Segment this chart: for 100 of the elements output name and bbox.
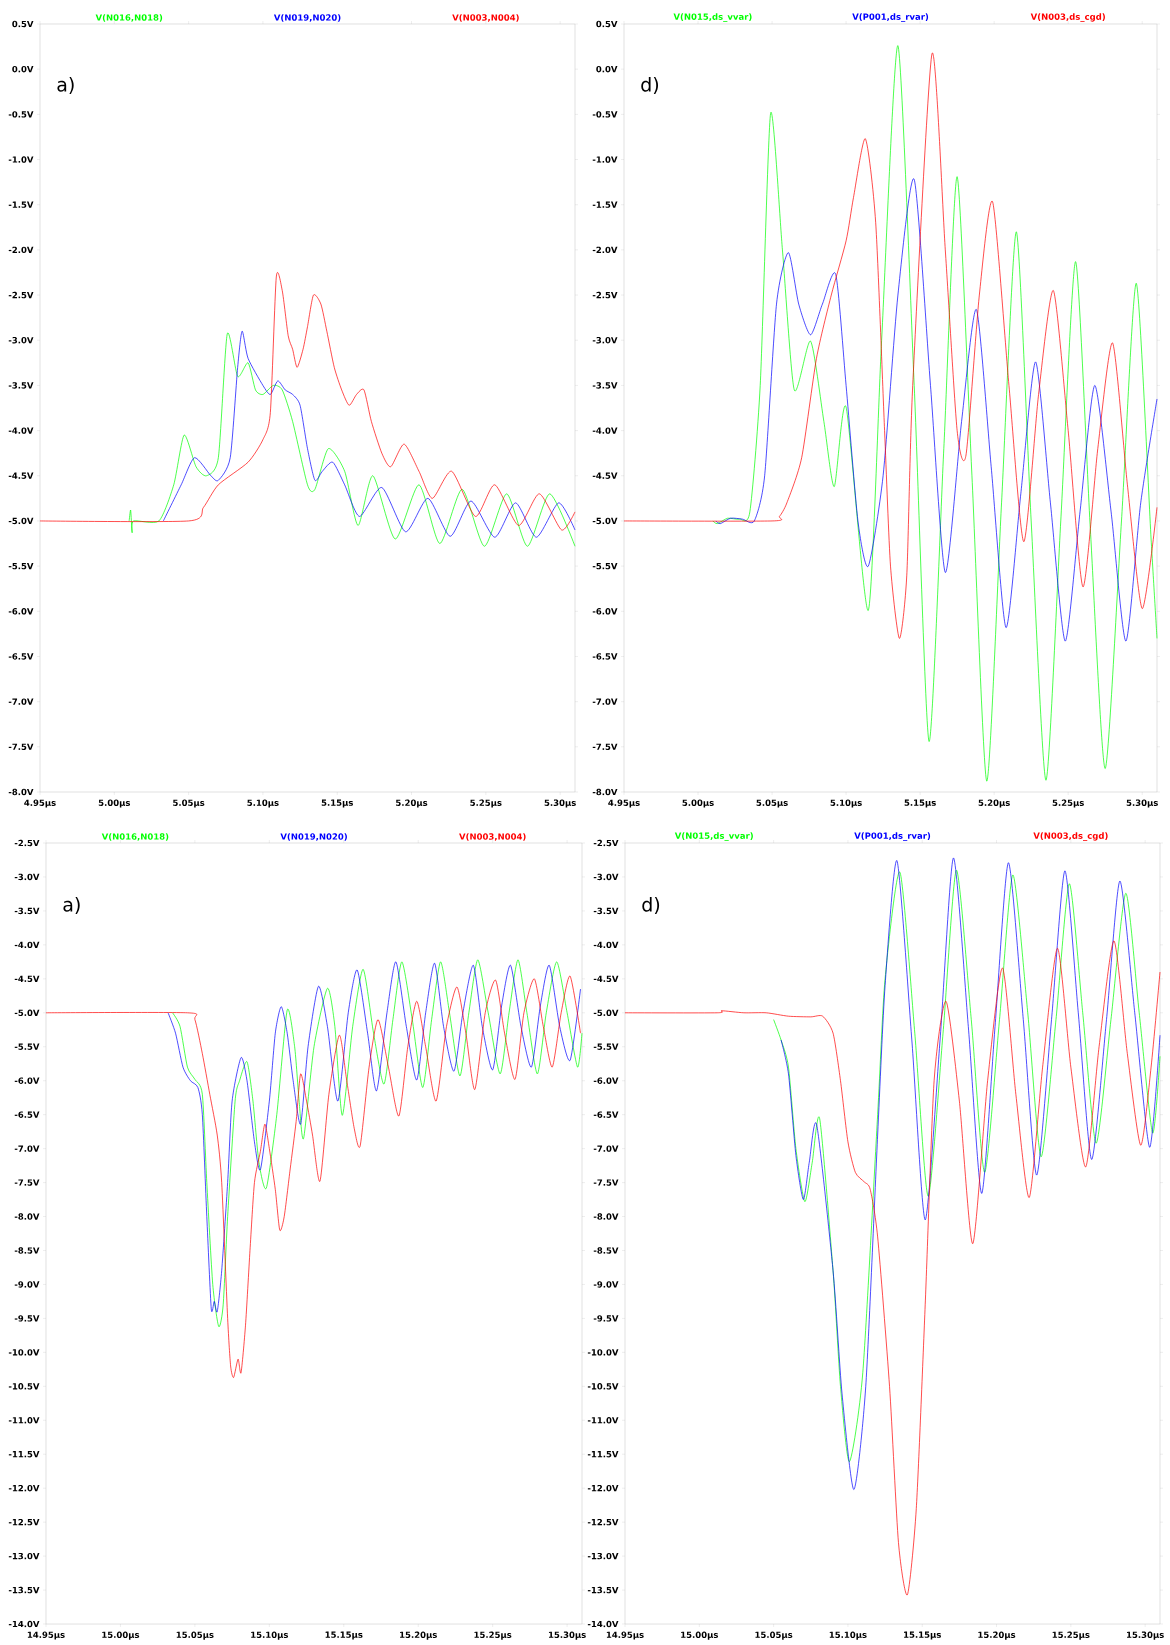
x-tick-label: 5.00µs bbox=[98, 799, 131, 808]
text: V(N003,ds_cgd) bbox=[1033, 832, 1108, 841]
y-tick-label: -4.0V bbox=[14, 941, 40, 949]
text: V(N019,N020) bbox=[273, 14, 341, 22]
text: V(P001,ds_rvar) bbox=[854, 832, 931, 841]
y-tick-label: -6.0V bbox=[8, 608, 34, 615]
y-tick-label: -6.5V bbox=[592, 653, 618, 660]
y-tick-label: -3.5V bbox=[14, 907, 40, 915]
x-tick-label: 4.95µs bbox=[608, 799, 640, 808]
y-tick-label: -5.0V bbox=[8, 517, 34, 525]
y-tick-label: -9.0V bbox=[14, 1281, 40, 1288]
line-series bbox=[715, 179, 1158, 642]
text: V(N003,N004) bbox=[452, 14, 519, 22]
y-tick-label: -9.5V bbox=[593, 1315, 619, 1322]
y-tick-label: -3.0V bbox=[592, 337, 618, 344]
y-tick-label: -7.5V bbox=[592, 743, 618, 750]
annotation: d) bbox=[641, 76, 659, 94]
x-tick-label: 5.10µs bbox=[247, 799, 279, 808]
y-tick-label: -7.0V bbox=[592, 698, 618, 705]
y-tick-label: -12.5V bbox=[8, 1518, 40, 1526]
annotation: d) bbox=[642, 897, 660, 914]
x-tick-label: 15.00µs bbox=[681, 1631, 719, 1640]
y-tick-label: -14.0V bbox=[587, 1620, 619, 1628]
y-tick-label: -7.0V bbox=[14, 1145, 40, 1152]
y-tick-label: -10.5V bbox=[8, 1383, 40, 1390]
y-tick-label: -2.5V bbox=[8, 291, 34, 299]
text: V(N003,N004) bbox=[459, 833, 526, 841]
y-tick-label: -9.5V bbox=[14, 1315, 40, 1322]
y-tick-label: -11.5V bbox=[587, 1451, 619, 1458]
line-series bbox=[45, 975, 581, 1378]
y-tick-label: -8.5V bbox=[593, 1247, 619, 1254]
x-tick-label: 15.20µs bbox=[978, 1631, 1016, 1640]
x-tick-label: 5.05µs bbox=[173, 799, 205, 808]
y-tick-label: -3.0V bbox=[8, 337, 34, 344]
x-tick-label: 15.30µs bbox=[1127, 1631, 1164, 1640]
y-tick-label: -9.0V bbox=[593, 1281, 619, 1288]
y-tick-label: -5.5V bbox=[592, 562, 618, 570]
y-tick-label: -2.5V bbox=[592, 291, 618, 299]
y-tick-label: -12.0V bbox=[8, 1484, 40, 1492]
y-tick-label: -11.0V bbox=[8, 1417, 40, 1424]
x-tick-label: 5.10µs bbox=[830, 799, 862, 808]
y-tick-label: 0.5V bbox=[596, 20, 618, 28]
y-tick-label: -1.5V bbox=[8, 201, 34, 208]
x-tick-label: 15.25µs bbox=[474, 1631, 512, 1640]
y-tick-label: -4.0V bbox=[592, 427, 618, 434]
x-tick-label: 14.95µs bbox=[27, 1631, 65, 1640]
x-tick-label: 15.15µs bbox=[904, 1631, 941, 1640]
y-tick-label: -11.0V bbox=[587, 1417, 619, 1424]
y-tick-label: -5.5V bbox=[593, 1043, 619, 1050]
y-tick-label: -7.0V bbox=[593, 1145, 619, 1152]
y-tick-label: -6.0V bbox=[14, 1077, 40, 1084]
x-tick-label: 15.25µs bbox=[1052, 1631, 1090, 1640]
y-tick-label: -13.5V bbox=[8, 1586, 40, 1594]
line-series bbox=[624, 940, 1161, 1596]
y-tick-label: -8.0V bbox=[592, 788, 618, 796]
x-tick-label: 15.00µs bbox=[102, 1631, 140, 1640]
y-tick-label: -2.0V bbox=[8, 246, 34, 254]
annotation: a) bbox=[57, 76, 74, 94]
text: V(N015,ds_vvar) bbox=[673, 13, 752, 22]
x-tick-label: 4.95µs bbox=[24, 799, 56, 808]
line-series bbox=[623, 53, 1158, 639]
y-tick-label: -8.0V bbox=[8, 788, 34, 796]
y-tick-label: -4.5V bbox=[14, 975, 40, 982]
x-tick-label: 5.05µs bbox=[756, 799, 788, 808]
x-tick-label: 15.05µs bbox=[755, 1631, 793, 1640]
y-tick-label: -6.0V bbox=[593, 1077, 619, 1084]
y-tick-label: -10.0V bbox=[8, 1349, 40, 1356]
y-tick-label: -3.0V bbox=[14, 873, 40, 881]
x-tick-label: 15.15µs bbox=[325, 1631, 363, 1640]
y-tick-label: -6.5V bbox=[14, 1111, 40, 1118]
y-tick-label: -8.5V bbox=[14, 1247, 40, 1254]
y-tick-label: -5.0V bbox=[14, 1009, 40, 1017]
y-tick-label: -4.0V bbox=[8, 427, 34, 434]
y-tick-label: -12.0V bbox=[587, 1484, 619, 1492]
text: V(N015,ds_vvar) bbox=[674, 832, 753, 841]
y-tick-label: -13.0V bbox=[8, 1552, 40, 1560]
y-tick-label: 0.5V bbox=[12, 20, 34, 28]
y-tick-label: -1.0V bbox=[592, 156, 618, 163]
text: V(P001,ds_rvar) bbox=[852, 13, 929, 22]
x-tick-label: 15.20µs bbox=[400, 1631, 437, 1640]
y-tick-label: -5.0V bbox=[593, 1009, 619, 1017]
y-tick-label: -3.0V bbox=[593, 873, 619, 881]
x-tick-label: 5.15µs bbox=[321, 799, 353, 808]
y-tick-label: -8.0V bbox=[593, 1213, 619, 1220]
y-tick-label: -7.5V bbox=[8, 743, 34, 750]
x-tick-label: 5.30µs bbox=[1126, 799, 1158, 808]
y-tick-label: -10.5V bbox=[587, 1383, 619, 1390]
y-tick-label: -2.0V bbox=[592, 246, 618, 254]
y-tick-label: -5.5V bbox=[8, 562, 34, 570]
x-tick-label: 15.05µs bbox=[176, 1631, 214, 1640]
y-tick-label: -3.5V bbox=[593, 907, 619, 915]
y-tick-label: -6.5V bbox=[8, 653, 34, 660]
x-tick-label: 15.10µs bbox=[829, 1631, 867, 1640]
y-tick-label: -4.5V bbox=[592, 472, 618, 479]
y-tick-label: -13.5V bbox=[587, 1586, 619, 1594]
x-tick-label: 5.30µs bbox=[544, 799, 576, 808]
y-tick-label: -14.0V bbox=[8, 1620, 40, 1628]
y-tick-label: -7.5V bbox=[593, 1179, 619, 1186]
y-tick-label: -4.0V bbox=[593, 941, 619, 949]
line-series bbox=[712, 45, 1158, 782]
